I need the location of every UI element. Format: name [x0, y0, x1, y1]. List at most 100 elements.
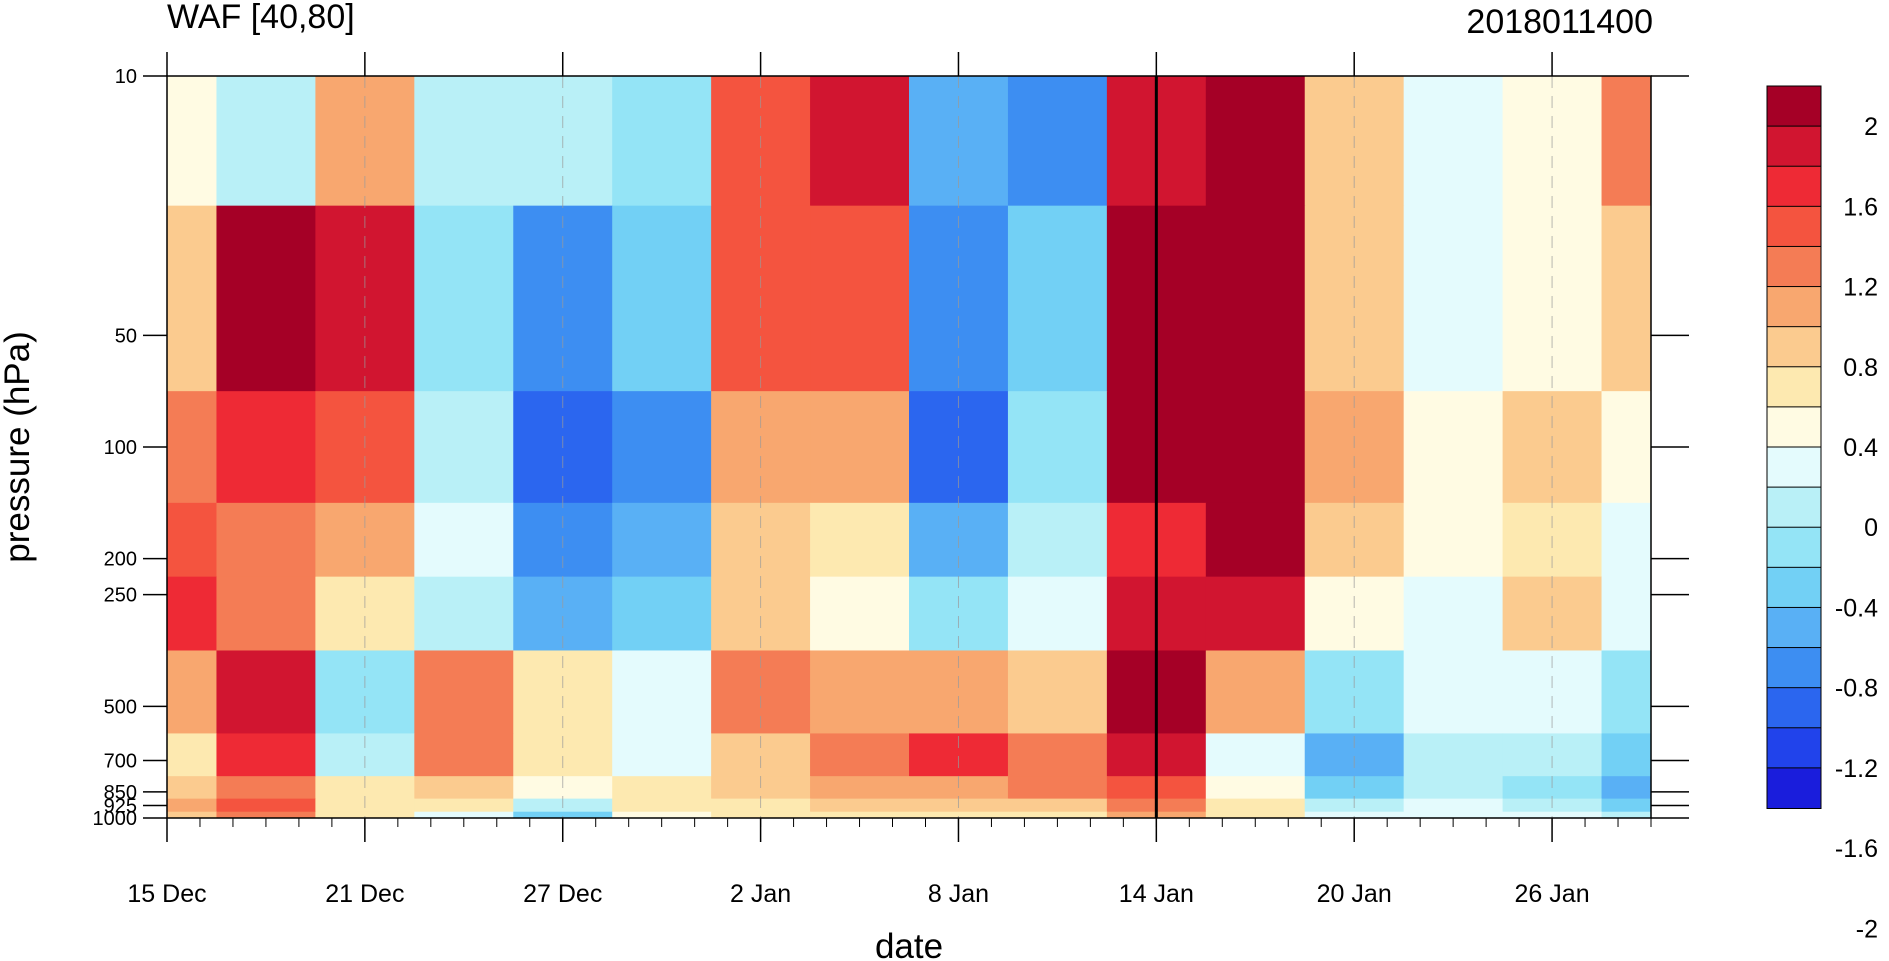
heatmap-cell [1403, 650, 1504, 734]
heatmap-cell [1205, 811, 1306, 818]
heatmap-cell [1403, 391, 1504, 504]
x-tick-label: 2 Jan [730, 880, 791, 908]
heatmap-cell [414, 776, 514, 800]
heatmap-cell [1601, 76, 1651, 207]
colorbar-label: 1.2 [1843, 274, 1878, 302]
colorbar-label: -0.4 [1835, 594, 1878, 622]
heatmap-cell [216, 502, 316, 578]
heatmap-cell [414, 576, 514, 651]
heatmap-cell [810, 205, 910, 392]
heatmap-cell [1205, 776, 1306, 800]
x-tick-label: 27 Dec [523, 880, 602, 908]
colorbar-label: 0 [1864, 514, 1878, 542]
heatmap-cell [414, 798, 514, 813]
heatmap-cell [1403, 811, 1504, 818]
heatmap-cell [1601, 205, 1651, 392]
heatmap-cell [216, 811, 316, 818]
x-tick-label: 15 Dec [127, 880, 206, 908]
heatmap-cell [1205, 798, 1306, 813]
y-tick-label: 10 [115, 66, 137, 88]
heatmap-cell [612, 391, 712, 504]
heatmap-cell [414, 811, 514, 818]
heatmap-cell [1601, 391, 1651, 504]
heatmap-cell [1205, 576, 1306, 651]
x-tick-label: 20 Jan [1317, 880, 1392, 908]
heatmap-cell [612, 502, 712, 578]
y-axis-title: pressure (hPa) [0, 331, 37, 562]
heatmap-cell [1403, 776, 1504, 800]
colorbar-swatch [1766, 286, 1822, 328]
colorbar-label: -0.8 [1835, 675, 1878, 703]
heatmap-cell [612, 76, 712, 207]
heatmap-cell [810, 798, 910, 813]
y-tick-label: 700 [104, 751, 137, 773]
heatmap-cell [612, 733, 712, 777]
heatmap-cell [167, 650, 217, 734]
colorbar-swatch [1766, 767, 1822, 810]
heatmap-cell [810, 76, 910, 207]
colorbar-swatch [1766, 85, 1822, 128]
heatmap-cell [167, 733, 217, 777]
heatmap-cell [1205, 205, 1306, 392]
y-tick-label: 100 [104, 437, 137, 459]
heatmap-cell [414, 502, 514, 578]
colorbar-swatch [1766, 245, 1822, 288]
heatmap-cell [1601, 576, 1651, 651]
colorbar-swatch [1766, 165, 1822, 208]
heatmap-cell [315, 811, 415, 818]
heatmap-cell [167, 776, 217, 800]
heatmap-cell [1601, 733, 1651, 777]
heatmap-cell [1007, 798, 1108, 813]
colorbar-swatch [1766, 486, 1822, 529]
heatmap-cell [1304, 811, 1405, 818]
y-tick-label: 200 [104, 549, 137, 571]
heatmap-cell [1403, 502, 1504, 578]
heatmap-cell [513, 811, 613, 818]
heatmap-cell [216, 733, 316, 777]
x-tick-label: 26 Jan [1515, 880, 1590, 908]
heatmap-cell [1205, 650, 1306, 734]
colorbar-swatch [1766, 687, 1822, 729]
heatmap-cell [1403, 76, 1504, 207]
heatmap-cell [414, 76, 514, 207]
y-tick-label: 1000 [93, 808, 138, 830]
heatmap-cell [216, 798, 316, 813]
heatmap-cell [1601, 798, 1651, 813]
heatmap-cell [612, 776, 712, 800]
heatmap-cell [414, 650, 514, 734]
heatmap-cell [1007, 76, 1108, 207]
x-axis-title: date [875, 927, 943, 961]
heatmap-cells [167, 76, 1651, 818]
heatmap-cell [1205, 391, 1306, 504]
colorbar-swatch [1766, 606, 1822, 649]
heatmap-cell [1205, 76, 1306, 207]
y-tick-label: 500 [104, 696, 137, 718]
colorbar-label: 1.6 [1843, 193, 1878, 221]
heatmap-cell [1007, 776, 1108, 800]
heatmap-cell [909, 811, 1009, 818]
heatmap-cell [810, 811, 910, 818]
chart-title-left: WAF [40,80] [167, 0, 355, 36]
heatmap-cell [1007, 650, 1108, 734]
colorbar-swatch [1766, 727, 1822, 769]
heatmap-cell [167, 798, 217, 813]
heatmap-cell [612, 650, 712, 734]
heatmap-cell [167, 576, 217, 651]
heatmap-cell [216, 76, 316, 207]
colorbar: 2 1.6 1.2 0.8 0.4 0 -0.4 -0.8 -1.2 -1.6 -2 [1766, 85, 1878, 943]
heatmap-cell [612, 811, 712, 818]
heatmap-cell [1403, 733, 1504, 777]
y-tick-label: 850 [104, 782, 137, 804]
colorbar-swatch [1766, 125, 1822, 168]
heatmap-cell [1007, 391, 1108, 504]
heatmap-cell [1007, 733, 1108, 777]
colorbar-label: -2 [1856, 915, 1878, 943]
heatmap-cell [1007, 205, 1108, 392]
colorbar-swatch [1766, 406, 1822, 448]
heatmap-cell [810, 502, 910, 578]
colorbar-label: 0.8 [1843, 354, 1878, 382]
colorbar-label: 0.4 [1843, 434, 1878, 462]
heatmap-cell [1502, 811, 1603, 818]
heatmap-cell [216, 776, 316, 800]
